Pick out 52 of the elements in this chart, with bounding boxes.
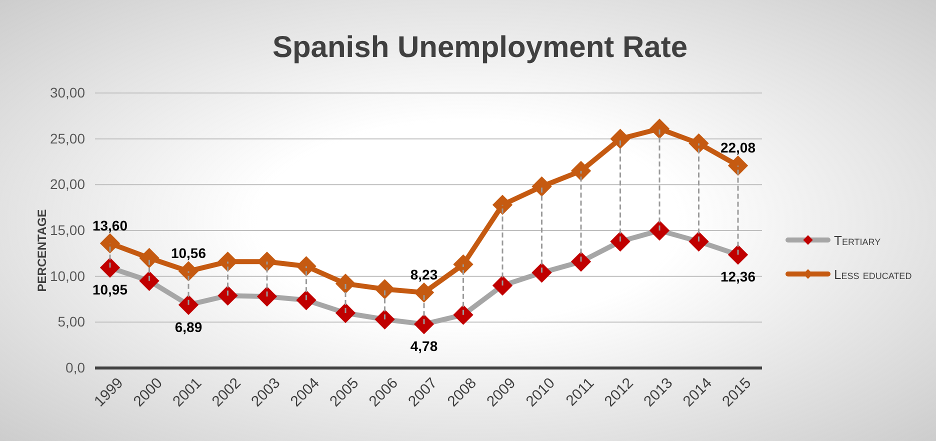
legend-label: Tertiary	[834, 233, 881, 248]
point	[453, 304, 474, 325]
y-tick-label: 25,00	[50, 130, 86, 146]
data-label: 13,60	[92, 217, 128, 234]
legend-label: Less educated	[834, 267, 912, 282]
point	[178, 261, 199, 282]
point	[649, 118, 670, 139]
y-tick-label: 30,00	[50, 84, 86, 100]
point	[100, 258, 120, 278]
y-tick-label: 10,00	[50, 268, 86, 284]
point	[453, 254, 474, 275]
point	[688, 231, 709, 252]
point	[100, 233, 120, 254]
point	[414, 314, 434, 334]
point	[374, 279, 395, 300]
point	[139, 248, 160, 268]
point	[296, 290, 316, 310]
point	[570, 160, 592, 182]
point	[374, 309, 395, 330]
y-axis-title: PERCENTAGE	[35, 209, 49, 292]
point	[728, 244, 748, 265]
point	[649, 220, 670, 241]
point	[256, 286, 278, 307]
data-label: 10,56	[170, 245, 206, 262]
point	[218, 285, 238, 306]
point	[492, 275, 513, 296]
data-label: 10,95	[92, 282, 128, 298]
point	[218, 252, 238, 272]
point	[532, 262, 552, 283]
point	[532, 176, 552, 197]
data-label: 22,08	[720, 140, 756, 156]
point	[610, 231, 630, 252]
point	[335, 302, 356, 324]
point	[570, 252, 592, 272]
point	[139, 270, 160, 292]
point	[178, 294, 199, 315]
y-tick-label: 15,00	[50, 222, 86, 238]
point	[296, 256, 316, 276]
y-tick-label: 20,00	[50, 176, 86, 192]
data-label: 12,36	[720, 268, 756, 285]
data-label: 8,23	[410, 266, 438, 283]
point	[610, 128, 630, 149]
chart-title: Spanish Unemployment Rate	[272, 31, 688, 64]
point	[414, 282, 434, 303]
data-label: 4,78	[410, 338, 438, 354]
y-tick-label: 5,00	[58, 314, 86, 330]
point	[688, 133, 709, 154]
y-tick-label: 0,0	[66, 359, 86, 376]
point	[492, 194, 513, 215]
point	[335, 274, 356, 294]
point	[728, 156, 748, 176]
data-label: 6,89	[174, 318, 202, 335]
